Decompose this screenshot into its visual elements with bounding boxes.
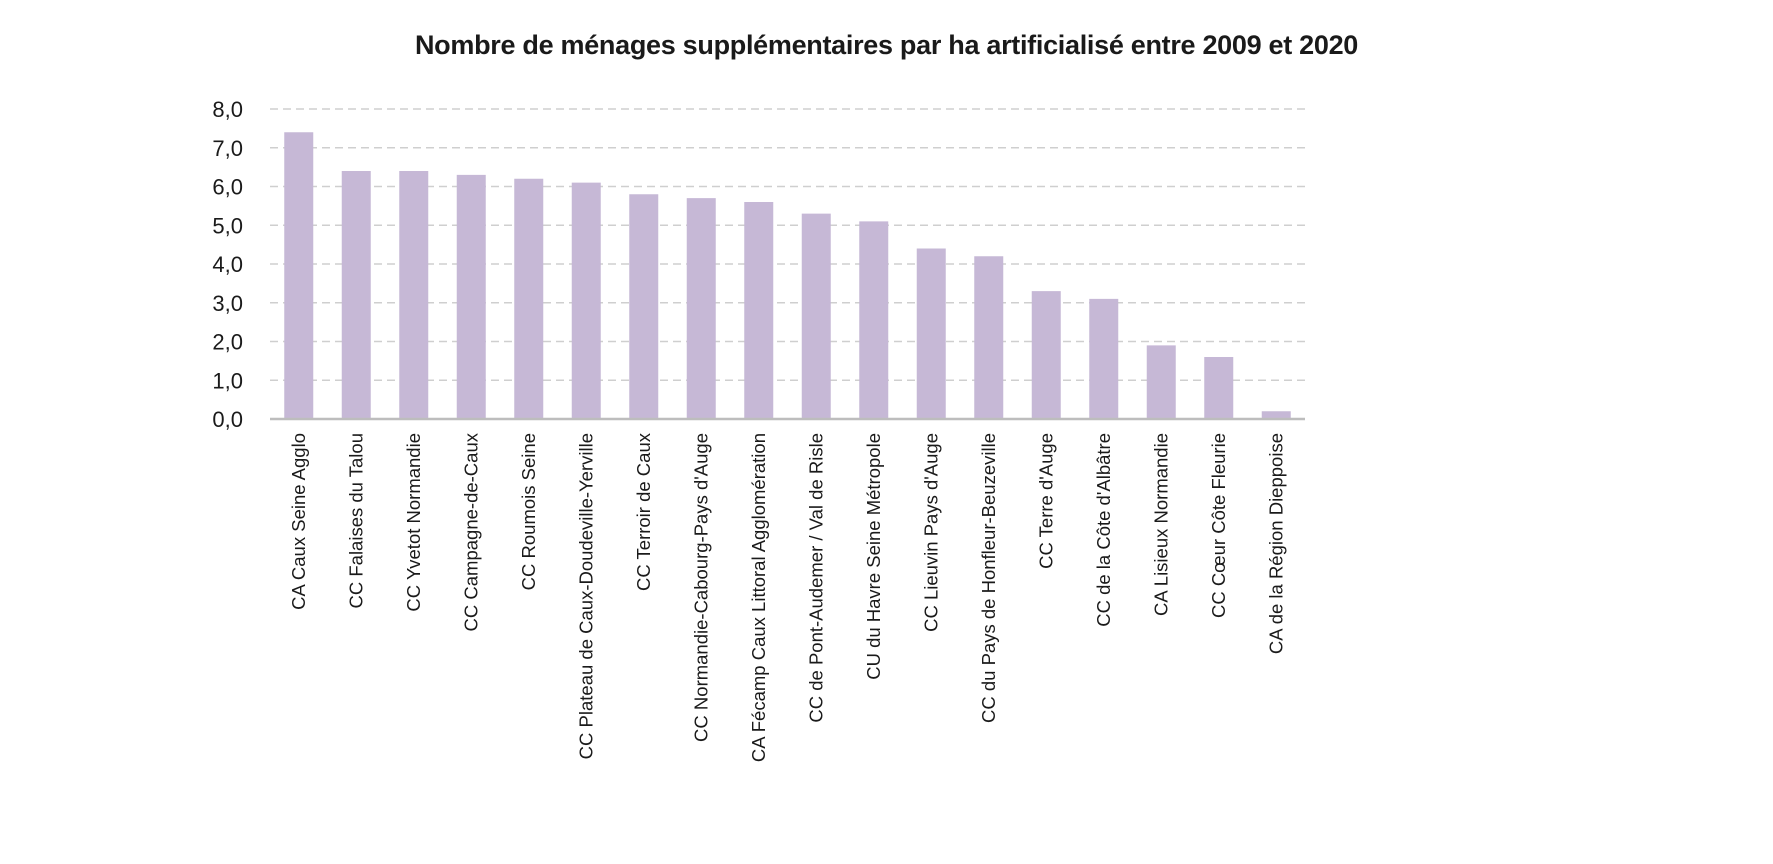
y-tick-labels: 0,0 1,0 2,0 3,0 4,0 5,0 6,0 7,0 8,0 (212, 97, 243, 432)
x-tick-label: CC Terroir de Caux (633, 432, 654, 591)
x-tick-label: CC de la Côte d'Albâtre (1093, 433, 1114, 627)
y-tick-label: 7,0 (212, 136, 243, 161)
bar (1204, 357, 1234, 419)
bar (1261, 411, 1291, 419)
bar (974, 256, 1004, 419)
bars (284, 132, 1291, 419)
y-tick-label: 5,0 (212, 213, 243, 238)
x-tick-label: CC Roumois Seine (518, 433, 539, 590)
bar (916, 248, 946, 419)
y-tick-label: 0,0 (212, 407, 243, 432)
x-tick-label: CC Campagne-de-Caux (460, 432, 481, 631)
y-tick-label: 2,0 (212, 330, 243, 355)
x-tick-label: CU du Havre Seine Métropole (863, 433, 884, 680)
bar (1089, 298, 1119, 419)
bar (399, 171, 429, 419)
x-tick-label: CC du Pays de Honfleur-Beuzeville (978, 433, 999, 723)
chart-title: Nombre de ménages supplémentaires par ha… (414, 30, 1359, 60)
bar (1146, 345, 1176, 419)
y-tick-label: 6,0 (212, 175, 243, 200)
y-tick-label: 1,0 (212, 368, 243, 393)
x-tick-label: CC Plateau de Caux-Doudeville-Yerville (575, 433, 596, 759)
x-tick-label: CC Yvetot Normandie (403, 433, 424, 612)
bar (744, 202, 774, 419)
x-tick-label: CC Falaises du Talou (345, 433, 366, 609)
bar (801, 213, 831, 419)
x-tick-label: CC Lieuvin Pays d'Auge (920, 433, 941, 632)
bar (284, 132, 314, 419)
bar (456, 174, 486, 419)
x-tick-label: CC Cœur Côte Fleurie (1208, 433, 1229, 618)
x-tick-label: CA Lisieux Normandie (1150, 433, 1171, 616)
bar (1031, 291, 1061, 419)
x-tick-labels: CA Caux Seine Agglo CC Falaises du Talou C… (288, 432, 1287, 762)
y-tick-label: 8,0 (212, 97, 243, 122)
x-tick-label: CC Terre d'Auge (1035, 433, 1056, 569)
x-tick-label: CC de Pont-Audemer / Val de Risle (805, 433, 826, 723)
bar (571, 182, 601, 419)
x-tick-label: CA Fécamp Caux Littoral Agglomération (748, 433, 769, 762)
bar (859, 221, 889, 419)
y-tick-label: 3,0 (212, 291, 243, 316)
gridlines (270, 108, 1305, 381)
bar (629, 194, 659, 419)
x-tick-label: CA de la Région Dieppoise (1265, 433, 1286, 654)
x-tick-label: CA Caux Seine Agglo (288, 433, 309, 610)
bar (514, 178, 544, 419)
bar (341, 171, 371, 419)
bar (686, 198, 716, 419)
x-tick-label: CC Normandie-Cabourg-Pays d'Auge (690, 433, 711, 742)
y-tick-label: 4,0 (212, 252, 243, 277)
